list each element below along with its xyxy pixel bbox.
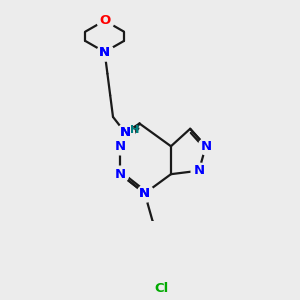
Text: N: N — [139, 187, 150, 200]
Text: H: H — [130, 125, 140, 135]
Text: N: N — [120, 126, 131, 139]
Text: O: O — [99, 14, 110, 27]
Text: N: N — [115, 168, 126, 181]
Text: N: N — [99, 46, 110, 59]
Text: N: N — [99, 46, 110, 59]
Text: N: N — [115, 140, 126, 153]
Text: N: N — [120, 126, 131, 139]
Text: N: N — [193, 164, 204, 177]
Text: Cl: Cl — [154, 282, 168, 295]
Text: N: N — [139, 187, 150, 200]
Text: H: H — [130, 125, 140, 135]
Text: N: N — [200, 140, 211, 153]
